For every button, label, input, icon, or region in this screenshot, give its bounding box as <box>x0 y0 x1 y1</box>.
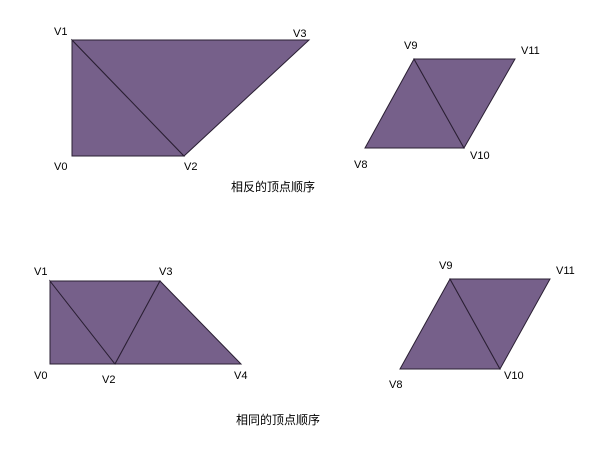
shape-same-order-left: V0 V1 V2 V3 V4 <box>34 266 247 386</box>
vertex-label: V8 <box>389 379 402 391</box>
vertex-label: V0 <box>34 370 47 382</box>
vertex-label: V4 <box>234 370 247 382</box>
vertex-label: V3 <box>293 28 306 40</box>
vertex-label: V3 <box>159 266 172 278</box>
shape-opposite-order-right: V8 V9 V10 V11 <box>354 40 540 171</box>
shape-same-order-right: V8 V9 V10 V11 <box>389 260 575 391</box>
vertex-label: V2 <box>184 161 197 173</box>
caption-opposite-order: 相反的顶点顺序 <box>231 178 315 195</box>
vertex-label: V10 <box>470 150 490 162</box>
caption-same-order: 相同的顶点顺序 <box>236 411 320 428</box>
vertex-label: V2 <box>102 374 115 386</box>
vertex-label: V1 <box>34 266 47 278</box>
vertex-label: V9 <box>439 260 452 272</box>
vertex-label: V11 <box>556 265 575 277</box>
shape-opposite-order-left: V0 V1 V2 V3 <box>54 26 309 173</box>
vertex-label: V0 <box>54 161 67 173</box>
vertex-label: V8 <box>354 159 367 171</box>
vertex-label: V1 <box>54 26 67 38</box>
vertex-label: V11 <box>521 45 540 57</box>
vertex-label: V9 <box>404 40 417 52</box>
vertex-label: V10 <box>504 370 524 382</box>
